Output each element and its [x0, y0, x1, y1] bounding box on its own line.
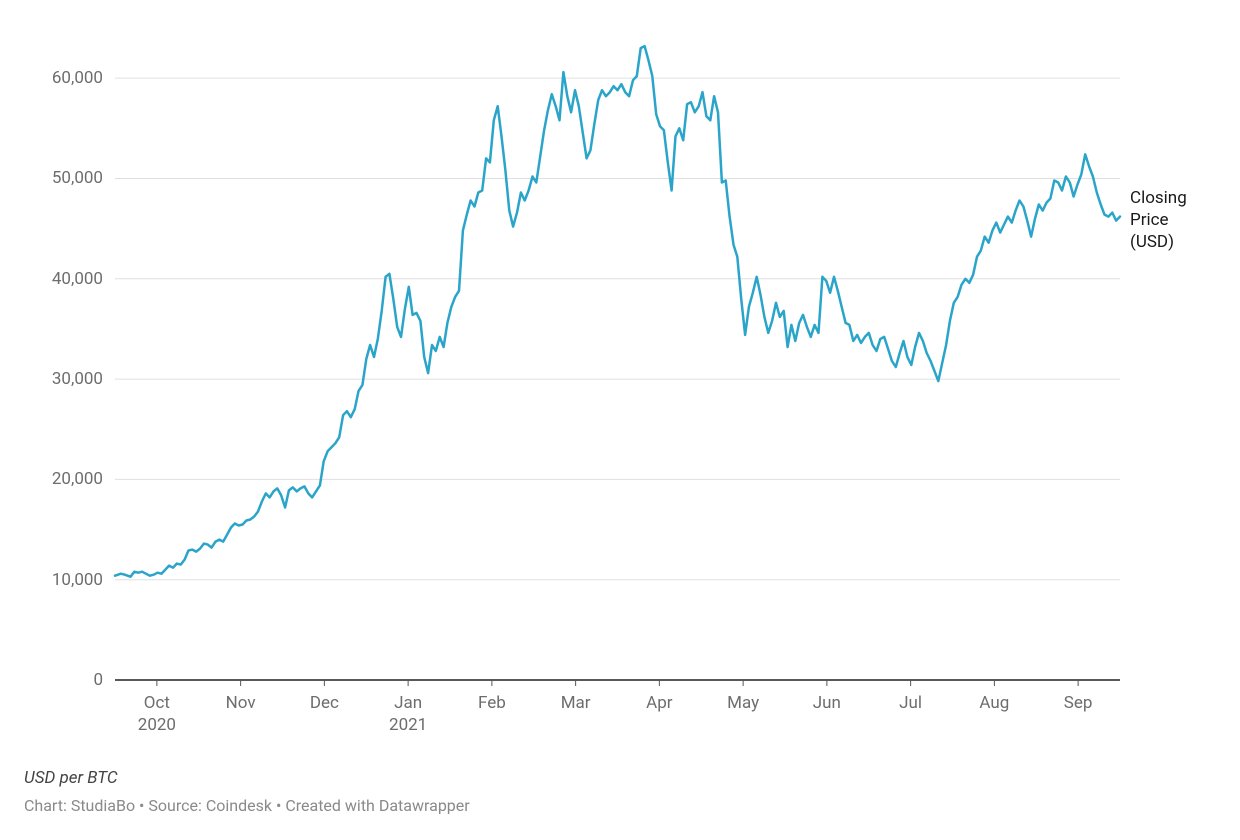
footer-credit: Chart: StudiaBo • Source: Coindesk • Cre…	[24, 796, 470, 815]
x-tick-label: Dec	[284, 692, 364, 714]
x-tick-label: Jan 2021	[368, 692, 448, 736]
x-tick-label: Jul	[871, 692, 951, 714]
y-tick-label: 30,000	[20, 369, 103, 389]
x-tick-label: Feb	[452, 692, 532, 714]
price-line	[115, 46, 1120, 577]
x-tick-label: Nov	[201, 692, 281, 714]
y-tick-label: 50,000	[20, 168, 103, 188]
y-tick-label: 0	[20, 670, 103, 690]
series-label: Closing Price (USD)	[1130, 187, 1187, 253]
x-tick-label: Oct 2020	[117, 692, 197, 736]
x-tick-label: Apr	[619, 692, 699, 714]
chart-container: 0 10,000 20,000 30,000 40,000 50,000 60,000 Oc…	[20, 10, 1220, 830]
x-tick-label: Sep	[1038, 692, 1118, 714]
y-tick-label: 20,000	[20, 469, 103, 489]
y-tick-label: 10,000	[20, 570, 103, 590]
x-tick-label: Jun	[787, 692, 867, 714]
footer-note: USD per BTC	[24, 768, 118, 788]
y-tick-label: 60,000	[20, 68, 103, 88]
y-tick-label: 40,000	[20, 269, 103, 289]
x-tick-label: Aug	[954, 692, 1034, 714]
x-tick-label: May	[703, 692, 783, 714]
x-tick-label: Mar	[536, 692, 616, 714]
